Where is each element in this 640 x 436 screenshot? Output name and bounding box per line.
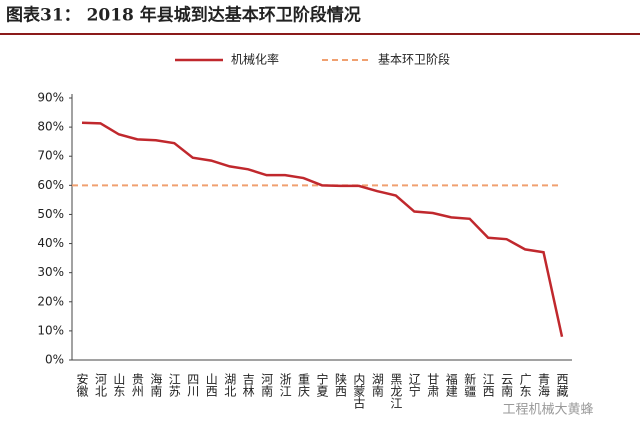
x-tick-label: 福建 — [444, 372, 458, 398]
chart-title: 图表31： 2018 年县城到达基本环卫阶段情况 — [6, 5, 361, 26]
x-tick-label: 江西 — [481, 373, 495, 397]
x-tick-label: 云南 — [500, 373, 514, 397]
y-tick-label: 50% — [37, 207, 64, 221]
x-tick-label: 甘肃 — [426, 373, 440, 398]
y-tick-label: 70% — [37, 149, 64, 163]
x-tick-label: 辽宁 — [407, 373, 421, 397]
y-tick-label: 0% — [45, 353, 64, 367]
y-tick-label: 90% — [37, 91, 64, 105]
x-tick-label: 湖南 — [370, 372, 384, 397]
x-tick-label: 山西 — [204, 373, 218, 397]
x-tick-label: 山东 — [112, 373, 126, 397]
legend-label: 基本环卫阶段 — [378, 52, 450, 67]
x-tick-label: 江苏 — [167, 373, 181, 397]
x-tick-label: 内蒙古 — [352, 373, 366, 409]
x-tick-label: 广东 — [518, 373, 532, 397]
x-tick-label: 四川 — [186, 373, 200, 397]
series-line — [81, 121, 564, 337]
legend-label: 机械化率 — [231, 52, 279, 67]
x-tick-label: 黑龙江 — [389, 373, 403, 409]
watermark: 工程机械大黄蜂 — [502, 403, 593, 418]
y-tick-label: 60% — [37, 178, 64, 192]
x-tick-label: 浙江 — [278, 373, 292, 397]
y-tick-label: 30% — [37, 265, 64, 279]
y-tick-label: 10% — [37, 323, 64, 337]
x-tick-label: 西藏 — [555, 373, 569, 398]
x-tick-label: 海南 — [149, 372, 163, 397]
x-tick-label: 河南 — [260, 373, 274, 397]
y-tick-label: 80% — [37, 120, 64, 134]
x-tick-label: 宁夏 — [315, 372, 329, 397]
x-tick-label: 吉林 — [241, 373, 255, 397]
x-tick-label: 湖北 — [223, 372, 237, 398]
x-tick-label: 青海 — [537, 373, 551, 397]
x-tick-label: 安徽 — [75, 372, 89, 397]
x-tick-label: 重庆 — [297, 373, 311, 397]
x-tick-label: 河北 — [93, 373, 107, 398]
x-tick-label: 新疆 — [463, 372, 477, 397]
x-tick-label: 陕西 — [333, 372, 347, 397]
y-tick-label: 20% — [37, 294, 64, 308]
x-tick-label: 贵州 — [130, 373, 144, 397]
y-tick-label: 40% — [37, 236, 64, 250]
